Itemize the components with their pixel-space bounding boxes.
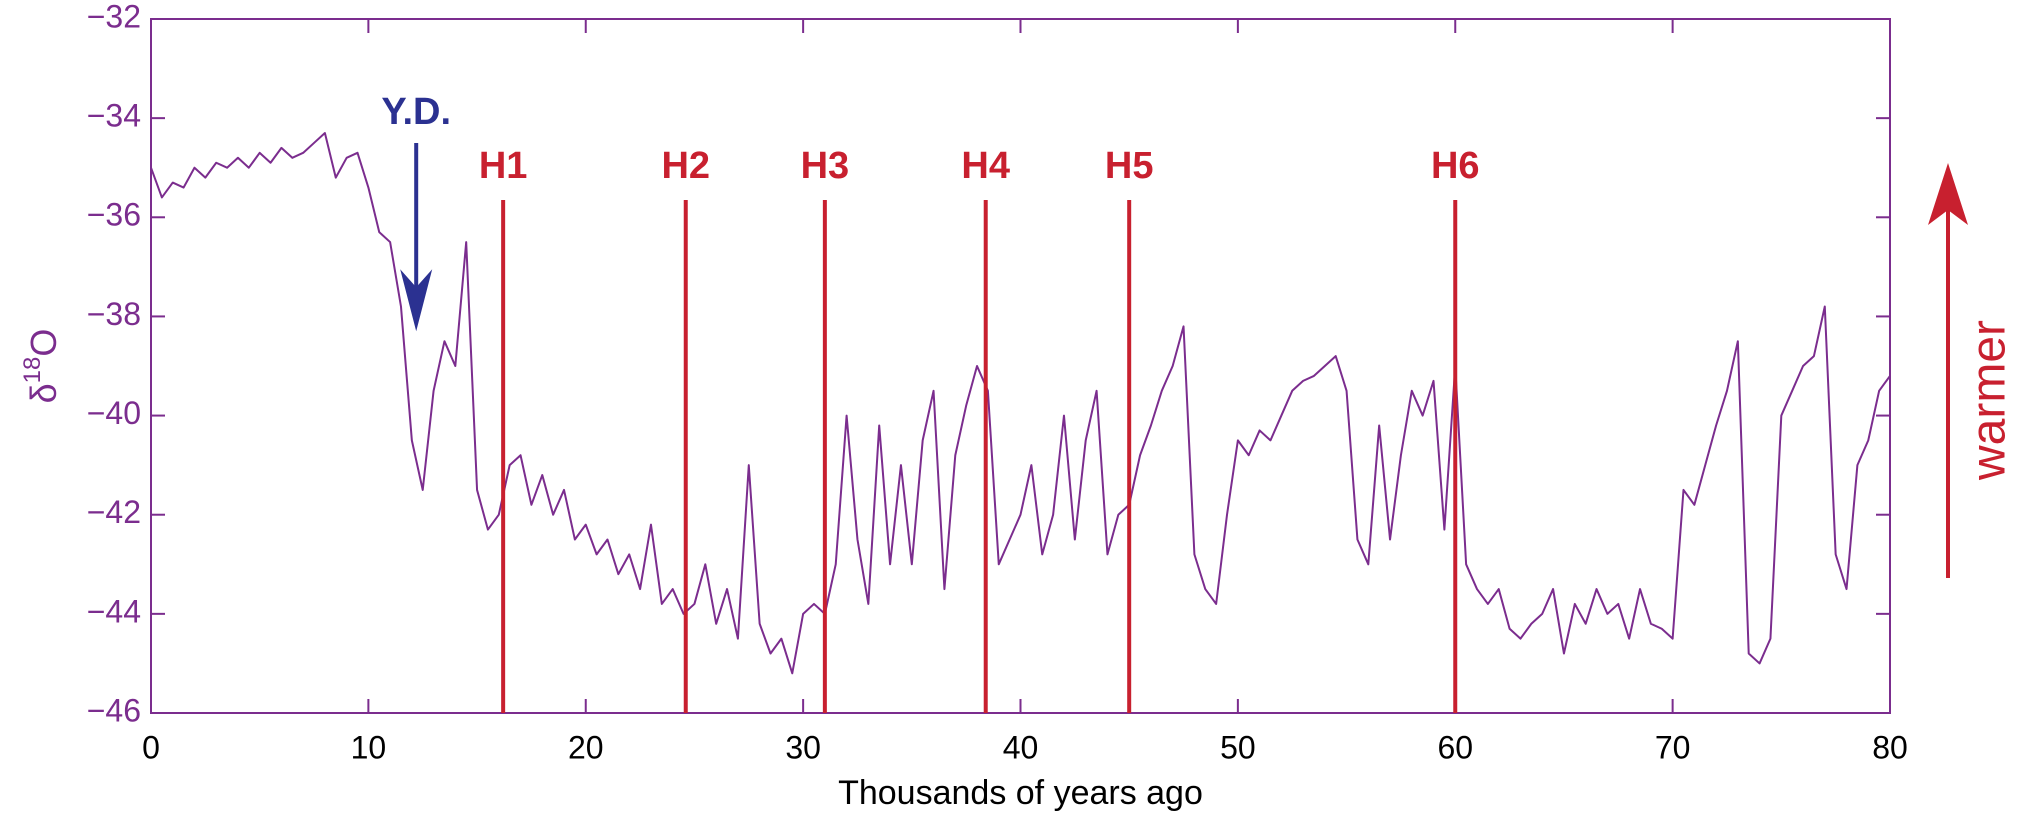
warmer-arrow-head xyxy=(1928,163,1968,225)
event-label: H3 xyxy=(801,145,850,187)
y-tick-label: −32 xyxy=(87,0,141,34)
x-tick-label: 20 xyxy=(568,729,604,765)
data-line xyxy=(150,132,1891,675)
y-tick-label: −46 xyxy=(87,692,141,728)
x-tick-label: 70 xyxy=(1655,729,1691,765)
event-label: H5 xyxy=(1105,145,1154,187)
y-axis-label-part: O xyxy=(23,329,64,357)
x-tick-label: 0 xyxy=(142,729,160,765)
yd-label: Y.D. xyxy=(381,91,451,133)
x-axis-label: Thousands of years ago xyxy=(838,774,1203,812)
x-tick-label: 10 xyxy=(351,729,387,765)
y-tick-label: −40 xyxy=(87,395,141,431)
y-tick-label: −38 xyxy=(87,296,141,332)
y-axis-label: δ18O xyxy=(19,329,63,404)
side-label: warmer xyxy=(1963,320,2016,481)
y-tick-label: −44 xyxy=(87,593,141,629)
y-tick-label: −34 xyxy=(87,98,141,134)
x-tick-label: 40 xyxy=(1003,729,1039,765)
y-tick-label: −42 xyxy=(87,494,141,530)
x-tick-label: 30 xyxy=(785,729,821,765)
yd-arrow-head xyxy=(400,269,433,332)
event-label: H4 xyxy=(961,145,1010,187)
x-tick-label: 60 xyxy=(1437,729,1473,765)
y-axis-label-part: 18 xyxy=(19,357,46,384)
x-tick-label: 80 xyxy=(1872,729,1908,765)
event-label: H2 xyxy=(661,145,710,187)
event-label: H6 xyxy=(1431,145,1480,187)
event-label: H1 xyxy=(479,145,528,187)
x-tick-label: 50 xyxy=(1220,729,1256,765)
y-axis-label-part: δ xyxy=(23,383,64,403)
y-tick-label: −36 xyxy=(87,197,141,233)
